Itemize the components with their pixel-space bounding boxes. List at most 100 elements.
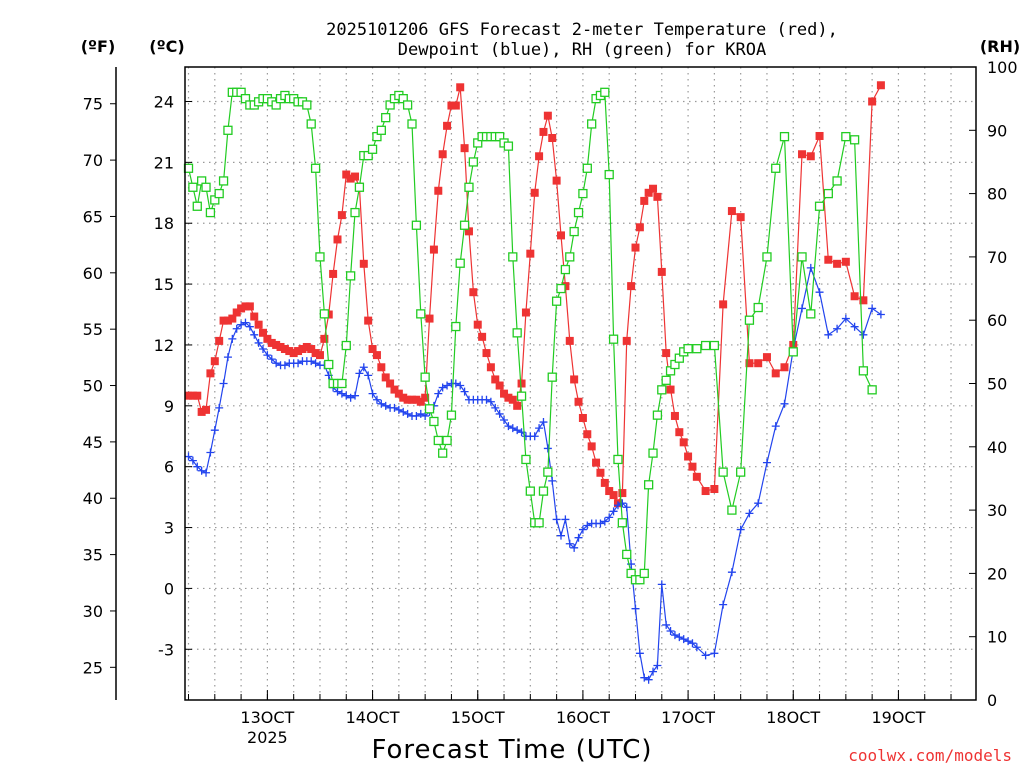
celsius-tick-label: 0 <box>164 579 174 598</box>
x-tick-label: 14OCT <box>346 708 400 727</box>
rh-point <box>341 340 351 351</box>
temperature-point <box>394 389 403 398</box>
credit-link[interactable]: coolwx.com/models <box>848 746 1012 765</box>
temperature-point <box>833 259 842 268</box>
rh-point <box>551 296 562 306</box>
rh-point <box>468 157 479 167</box>
temperature-point <box>451 101 460 110</box>
chart-title-line-1: 2025101206 GFS Forecast 2-meter Temperat… <box>326 20 838 40</box>
dewpoint-point <box>228 334 237 343</box>
temperature-point <box>640 196 649 205</box>
dewpoint-point <box>596 519 605 528</box>
temperature-point <box>307 345 316 354</box>
rh-point <box>345 271 356 281</box>
temperature-point <box>188 391 197 400</box>
dewpoint-point <box>390 403 399 412</box>
dewpoint-point <box>833 324 842 333</box>
dewpoint-point <box>434 389 443 398</box>
rh-point <box>849 135 860 145</box>
temperature-point <box>193 391 202 400</box>
temperature-point <box>771 369 780 378</box>
temperature-point <box>666 385 675 394</box>
dewpoint-series <box>184 263 885 684</box>
dewpoint-point <box>223 353 232 362</box>
rh-point <box>832 176 842 186</box>
dewpoint-point <box>210 426 219 435</box>
temperature-point <box>245 302 254 311</box>
rh-point <box>310 163 321 173</box>
temperature-point <box>460 144 469 153</box>
dewpoint-point <box>583 521 592 530</box>
temperature-point <box>565 336 574 345</box>
temperature-point <box>333 235 342 244</box>
fahrenheit-tick-label: 25 <box>83 658 103 677</box>
dewpoint-point <box>280 361 289 370</box>
rh-point <box>512 328 522 338</box>
rh-point <box>569 226 579 237</box>
rh-point <box>613 454 623 465</box>
dewpoint-point <box>815 288 824 297</box>
rh-point <box>648 448 658 458</box>
dewpoint-point <box>780 399 789 408</box>
dewpoint-point <box>644 675 653 684</box>
temperature-point <box>184 391 193 400</box>
rh-point <box>407 119 417 129</box>
temperature-point <box>736 213 745 222</box>
temperature-point <box>412 395 421 404</box>
temperature-point <box>351 172 360 181</box>
dewpoint-point <box>206 448 215 457</box>
temperature-point <box>302 342 311 351</box>
temperature-point <box>684 452 693 461</box>
temperature-point <box>259 328 268 337</box>
dewpoint-point <box>574 533 583 542</box>
temperature-point <box>727 207 736 216</box>
dewpoint-point <box>850 322 859 331</box>
temperature-point <box>745 359 754 368</box>
temperature-point <box>850 292 859 301</box>
rh-point <box>683 344 693 354</box>
temperature-point <box>429 245 438 254</box>
rh-point <box>420 372 430 382</box>
temperature-point <box>679 438 688 447</box>
temperature-point <box>868 97 877 106</box>
celsius-tick-label: 24 <box>154 92 174 111</box>
rh-tick-label: 40 <box>987 438 1007 457</box>
rh-point <box>416 309 426 319</box>
temperature-point <box>294 347 303 356</box>
temperature-point <box>570 375 579 384</box>
rh-point <box>302 100 312 110</box>
dewpoint-point <box>460 387 469 396</box>
rh-point <box>433 435 443 446</box>
temperature-point <box>337 211 346 220</box>
rh-point <box>608 334 619 344</box>
dewpoint-point <box>868 304 877 313</box>
rh-point <box>411 220 422 230</box>
temperature-point <box>285 347 294 356</box>
temperature-point <box>421 393 430 402</box>
temperature-point <box>513 401 522 410</box>
dewpoint-point <box>355 369 364 378</box>
temperature-point <box>381 373 390 382</box>
rh-point <box>771 163 781 173</box>
temperature-point <box>210 357 219 366</box>
temperature-point <box>600 478 609 487</box>
rh-point <box>521 454 531 465</box>
rh-tick-label: 10 <box>987 628 1007 647</box>
rh-point <box>201 182 211 192</box>
temperature-point <box>320 334 329 343</box>
rh-point <box>218 176 229 186</box>
temperature-point <box>364 316 373 325</box>
temperature-point <box>824 255 833 264</box>
temperature-point <box>280 345 289 354</box>
dewpoint-point <box>346 393 355 402</box>
temperature-point <box>289 349 298 358</box>
dewpoint-point <box>675 633 684 642</box>
rh-point <box>779 131 790 142</box>
dewpoint-point <box>193 462 202 471</box>
dewpoint-point <box>600 517 609 526</box>
temperature-point <box>329 269 338 278</box>
temperature-point <box>574 397 583 406</box>
rh-point <box>600 87 610 97</box>
rh-point <box>823 188 833 199</box>
